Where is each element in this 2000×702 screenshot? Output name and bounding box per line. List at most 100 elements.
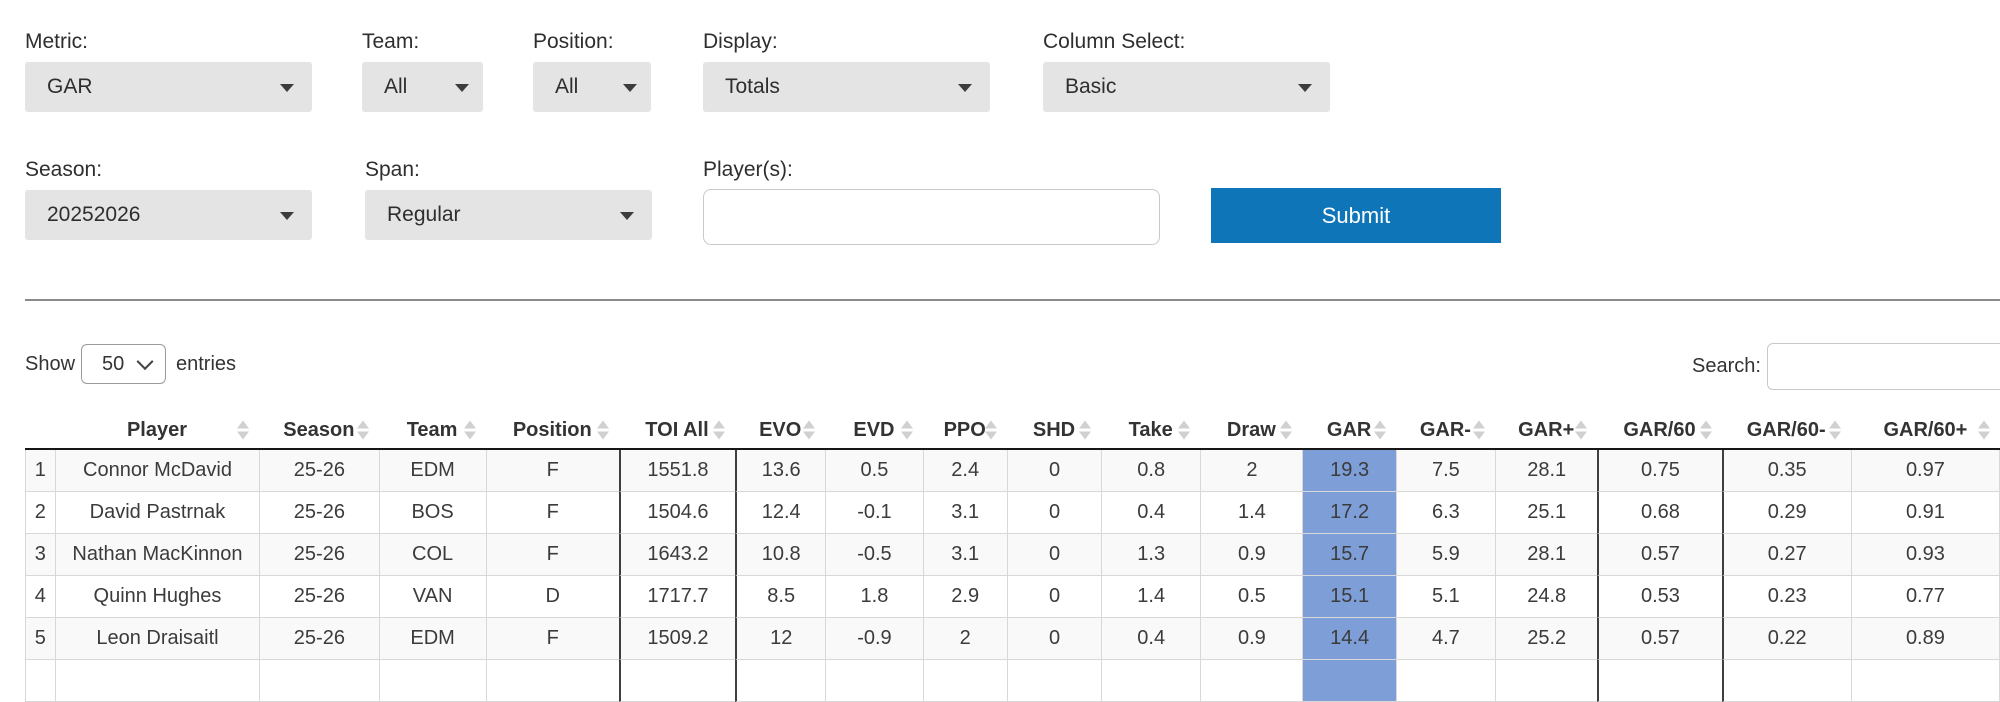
metric-dropdown[interactable]: GAR xyxy=(25,62,312,112)
cell-gar60 xyxy=(1597,660,1722,702)
cell-gar-minus: 4.7 xyxy=(1395,618,1496,660)
column-header-label: PPO xyxy=(943,418,986,441)
cell-evd: 0.5 xyxy=(825,450,923,492)
column-header-label: SHD xyxy=(1032,418,1076,441)
cell-shd: 0 xyxy=(1006,618,1102,660)
metric-value: GAR xyxy=(47,75,93,98)
sort-arrows-icon xyxy=(713,420,726,440)
season-dropdown[interactable]: 20252026 xyxy=(25,190,312,240)
column-header-label: EVO xyxy=(759,418,802,441)
cell-position xyxy=(485,660,619,702)
cell-gar60-minus: 0.29 xyxy=(1721,492,1851,534)
cell-rank: 2 xyxy=(25,492,55,534)
column-header-season[interactable]: Season xyxy=(259,412,379,450)
cell-gar: 19.3 xyxy=(1302,450,1396,492)
column-header-toi-all[interactable]: TOI All xyxy=(618,412,736,450)
column-header-label: Take xyxy=(1128,418,1173,441)
column-header-label: GAR- xyxy=(1419,418,1471,441)
cell-position: F xyxy=(485,534,619,576)
entries-select[interactable]: 50 xyxy=(81,344,166,384)
sort-arrows-icon xyxy=(1575,420,1588,440)
sort-arrows-icon xyxy=(1978,420,1990,440)
cell-toi-all: 1717.7 xyxy=(618,576,736,618)
column-header-label: Draw xyxy=(1226,418,1276,441)
search-label: Search: xyxy=(1692,355,1761,377)
table-body: 1 Connor McDavid 25-26 EDM F 1551.8 13.6 0.5 2.4… xyxy=(25,450,2000,702)
column-header-gar60-minus[interactable]: GAR/60- xyxy=(1721,412,1851,450)
table-row: 2 David Pastrnak 25-26 BOS F 1504.6 12.4 -0.1 3.… xyxy=(25,492,2000,534)
cell-take: 1.4 xyxy=(1101,576,1201,618)
section-divider xyxy=(25,299,2000,301)
cell-take: 0.8 xyxy=(1101,450,1201,492)
cell-shd xyxy=(1006,660,1102,702)
cell-take xyxy=(1101,660,1201,702)
cell-gar-plus: 28.1 xyxy=(1495,450,1598,492)
cell-player: Quinn Hughes xyxy=(54,576,260,618)
display-dropdown[interactable]: Totals xyxy=(703,62,990,112)
column-header-label: GAR+ xyxy=(1518,418,1575,441)
column-header-position[interactable]: Position xyxy=(485,412,619,450)
cell-gar60-plus: 0.93 xyxy=(1850,534,2000,576)
cell-season: 25-26 xyxy=(259,618,379,660)
cell-gar60-plus: 0.91 xyxy=(1850,492,2000,534)
column-select-value: Basic xyxy=(1065,75,1117,98)
sort-arrows-icon xyxy=(1178,420,1191,440)
cell-evo: 8.5 xyxy=(735,576,826,618)
column-select-dropdown[interactable]: Basic xyxy=(1043,62,1330,112)
position-label: Position: xyxy=(533,30,614,53)
cell-evd: -0.5 xyxy=(825,534,923,576)
cell-evd: -0.9 xyxy=(825,618,923,660)
cell-evd: 1.8 xyxy=(825,576,923,618)
column-header-evo[interactable]: EVO xyxy=(735,412,826,450)
season-value: 20252026 xyxy=(47,203,141,226)
cell-ppo xyxy=(922,660,1007,702)
cell-player: Nathan MacKinnon xyxy=(54,534,260,576)
column-header-gar-plus[interactable]: GAR+ xyxy=(1495,412,1598,450)
column-header-label: Position xyxy=(512,418,592,441)
cell-season: 25-26 xyxy=(259,576,379,618)
cell-gar60-minus: 0.23 xyxy=(1721,576,1851,618)
team-label: Team: xyxy=(362,30,420,53)
display-label: Display: xyxy=(703,30,778,53)
cell-gar60-minus: 0.22 xyxy=(1721,618,1851,660)
cell-evd xyxy=(825,660,923,702)
cell-rank: 5 xyxy=(25,618,55,660)
cell-evd: -0.1 xyxy=(825,492,923,534)
column-header-ppo[interactable]: PPO xyxy=(922,412,1007,450)
cell-gar60: 0.57 xyxy=(1597,534,1722,576)
span-dropdown[interactable]: Regular xyxy=(365,190,652,240)
cell-gar60-minus xyxy=(1721,660,1851,702)
cell-team: EDM xyxy=(378,450,486,492)
column-header-label: GAR/60- xyxy=(1746,418,1826,441)
cell-gar60-minus: 0.35 xyxy=(1721,450,1851,492)
column-header-evd[interactable]: EVD xyxy=(825,412,923,450)
column-header-gar60[interactable]: GAR/60 xyxy=(1597,412,1722,450)
players-input[interactable] xyxy=(703,189,1160,245)
column-header-gar[interactable]: GAR xyxy=(1302,412,1396,450)
column-header-gar60-plus[interactable]: GAR/60+ xyxy=(1850,412,2000,450)
sort-arrows-icon xyxy=(900,420,913,440)
column-header-draw[interactable]: Draw xyxy=(1200,412,1303,450)
submit-button[interactable]: Submit xyxy=(1211,188,1501,243)
team-dropdown[interactable]: All xyxy=(362,62,483,112)
column-header-team[interactable]: Team xyxy=(378,412,486,450)
cell-gar60: 0.57 xyxy=(1597,618,1722,660)
column-header-gar-minus[interactable]: GAR- xyxy=(1395,412,1496,450)
column-header-shd[interactable]: SHD xyxy=(1006,412,1102,450)
sort-arrows-icon xyxy=(237,420,250,440)
cell-position: F xyxy=(485,618,619,660)
cell-shd: 0 xyxy=(1006,576,1102,618)
column-header-take[interactable]: Take xyxy=(1101,412,1201,450)
cell-ppo: 3.1 xyxy=(922,492,1007,534)
sort-arrows-icon xyxy=(1473,420,1486,440)
column-header-label: Team xyxy=(406,418,458,441)
column-header-player[interactable]: Player xyxy=(54,412,260,450)
cell-ppo: 2.4 xyxy=(922,450,1007,492)
search-input[interactable] xyxy=(1767,343,2000,390)
cell-gar60-plus: 0.89 xyxy=(1850,618,2000,660)
stats-table: Player Season Team Position TOI All EVO EVD PPO… xyxy=(25,412,2000,702)
cell-gar: 15.7 xyxy=(1302,534,1396,576)
position-dropdown[interactable]: All xyxy=(533,62,651,112)
sort-arrows-icon xyxy=(1079,420,1092,440)
cell-gar: 15.1 xyxy=(1302,576,1396,618)
